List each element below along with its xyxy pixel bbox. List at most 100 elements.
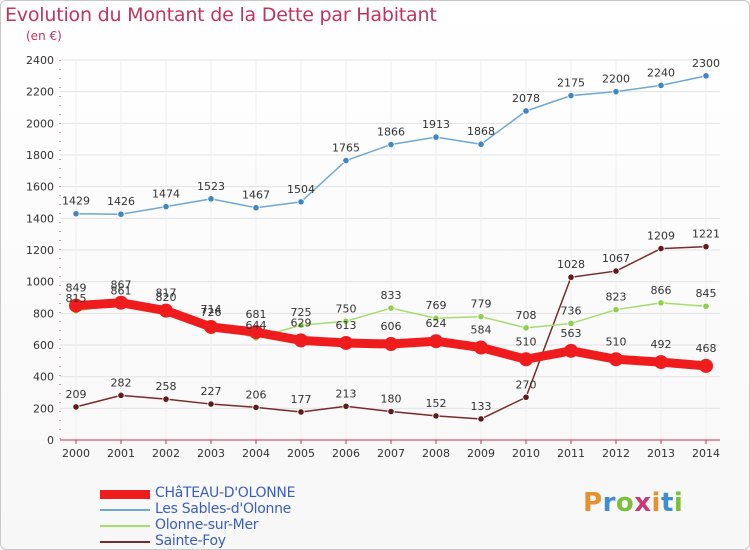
data-label: 270 <box>516 378 537 391</box>
data-label: 1467 <box>242 189 270 202</box>
logo-letter: i <box>673 488 684 518</box>
data-label: 708 <box>516 309 537 322</box>
data-label: 133 <box>471 400 492 413</box>
y-tick-label: 800 <box>33 307 54 320</box>
data-point <box>117 391 125 399</box>
data-label: 644 <box>246 319 267 332</box>
data-point <box>72 403 80 411</box>
x-tick-label: 2013 <box>647 447 675 460</box>
data-point <box>387 304 395 312</box>
chart-unit-label: (en €) <box>26 29 62 43</box>
data-point <box>342 402 350 410</box>
x-tick-label: 2006 <box>332 447 360 460</box>
data-label: 1504 <box>287 183 315 196</box>
data-point <box>612 267 620 275</box>
data-label: 629 <box>291 316 312 329</box>
x-tick-label: 2011 <box>557 447 585 460</box>
data-label: 1868 <box>467 125 495 138</box>
data-label: 624 <box>426 317 447 330</box>
data-point <box>477 415 485 423</box>
data-point <box>339 335 353 350</box>
data-label: 1523 <box>197 180 225 193</box>
data-point <box>294 333 308 348</box>
data-label: 750 <box>336 302 357 315</box>
data-point <box>252 204 260 212</box>
data-label: 1765 <box>332 142 360 155</box>
data-label: 726 <box>201 306 222 319</box>
data-label: 2240 <box>647 66 675 79</box>
data-label: 1474 <box>152 188 180 201</box>
data-point <box>384 337 398 352</box>
data-label: 779 <box>471 298 492 311</box>
data-label: 510 <box>606 335 627 348</box>
y-tick-label: 600 <box>33 339 54 352</box>
data-point <box>69 298 83 313</box>
data-point <box>612 306 620 314</box>
legend-swatch-chateau <box>100 490 150 499</box>
data-label: 736 <box>561 304 582 317</box>
data-point <box>564 343 578 358</box>
y-tick-label: 1600 <box>26 181 54 194</box>
data-point <box>657 299 665 307</box>
data-point <box>519 352 533 367</box>
x-tick-label: 2012 <box>602 447 630 460</box>
data-point <box>297 408 305 416</box>
legend-label-sainte-foy: Sainte-Foy <box>155 533 226 549</box>
legend-swatch-olonne <box>100 525 150 527</box>
x-tick-label: 2004 <box>242 447 270 460</box>
data-point <box>204 319 218 334</box>
data-point <box>522 393 530 401</box>
data-label: 1221 <box>692 228 720 241</box>
data-point <box>567 319 575 328</box>
legend-label-olonne: Olonne-sur-Mer <box>155 517 259 533</box>
data-label: 867 <box>111 279 132 292</box>
data-point <box>432 412 440 420</box>
data-label: 714 <box>201 303 222 316</box>
y-tick-label: 200 <box>33 402 54 415</box>
data-label: 817 <box>156 287 177 300</box>
data-label: 563 <box>561 327 582 340</box>
y-tick-label: 1000 <box>26 276 54 289</box>
data-label: 2175 <box>557 77 585 90</box>
data-point <box>429 334 443 349</box>
data-label: 1028 <box>557 258 585 271</box>
data-point <box>249 325 263 340</box>
data-point <box>657 244 665 253</box>
data-point <box>474 340 488 355</box>
data-point <box>657 81 665 89</box>
data-label: 206 <box>246 388 267 401</box>
x-tick-label: 2008 <box>422 447 450 460</box>
y-tick-label: 2400 <box>26 54 54 67</box>
data-label: 227 <box>201 385 222 398</box>
data-point <box>477 313 485 321</box>
chart-title: Evolution du Montant de la Dette par Hab… <box>5 4 437 26</box>
data-label: 258 <box>156 380 177 393</box>
data-point <box>159 303 173 318</box>
data-point <box>567 273 575 281</box>
data-label: 861 <box>111 285 132 298</box>
data-point <box>207 195 215 203</box>
y-tick-label: 2000 <box>26 117 54 130</box>
data-point <box>342 156 350 165</box>
data-point <box>432 314 440 322</box>
data-point <box>702 243 710 251</box>
x-tick-label: 2003 <box>197 447 225 460</box>
data-label: 1429 <box>62 195 90 208</box>
y-tick-label: 2200 <box>26 86 54 99</box>
data-point <box>72 210 80 218</box>
data-label: 209 <box>66 388 87 401</box>
data-label: 606 <box>381 320 402 333</box>
x-tick-label: 2001 <box>107 447 135 460</box>
data-label: 1067 <box>602 252 630 265</box>
logo-letter: P <box>583 488 603 518</box>
logo-letter: i <box>651 488 661 518</box>
x-tick-label: 2010 <box>512 447 540 460</box>
logo-letter: t <box>660 488 674 518</box>
data-label: 152 <box>426 397 447 410</box>
y-tick-label: 400 <box>33 371 54 384</box>
legend-swatch-sainte-foy <box>100 541 150 543</box>
data-point <box>699 358 713 373</box>
data-point <box>387 407 395 416</box>
data-label: 1913 <box>422 118 450 131</box>
